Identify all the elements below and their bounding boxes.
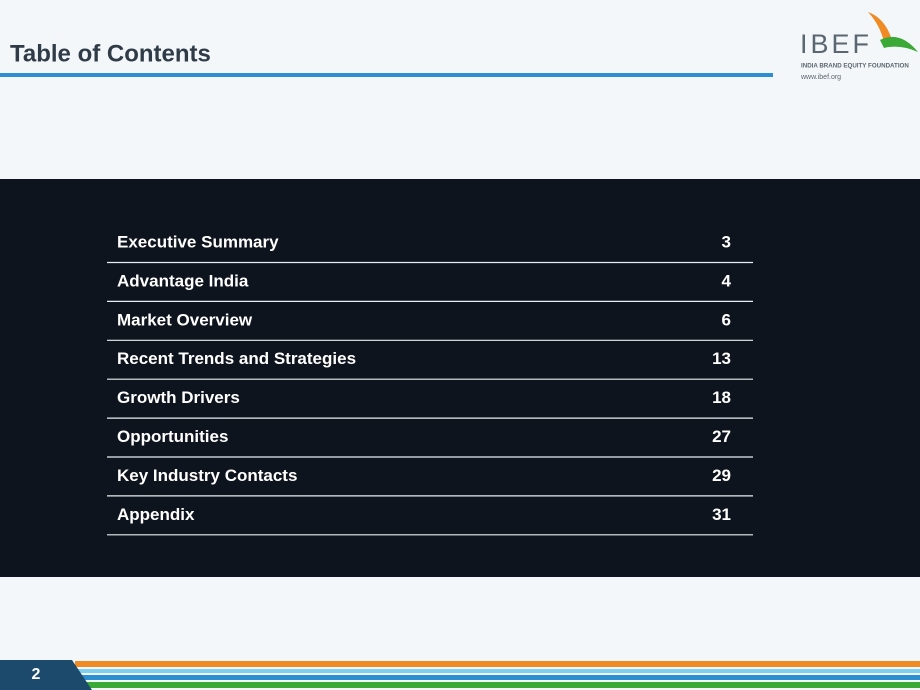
toc-label: Market Overview bbox=[117, 310, 253, 329]
toc-label: Key Industry Contacts bbox=[117, 466, 297, 485]
logo-bird-orange bbox=[868, 12, 892, 42]
title-rule bbox=[0, 73, 773, 77]
logo-tagline: INDIA BRAND EQUITY FOUNDATION bbox=[801, 63, 909, 70]
toc-page: 13 bbox=[712, 349, 731, 368]
toc-page: 29 bbox=[712, 466, 731, 485]
toc-label: Growth Drivers bbox=[117, 388, 240, 407]
toc-page: 3 bbox=[722, 232, 731, 251]
footer: 2 bbox=[0, 660, 920, 690]
page-number: 2 bbox=[32, 666, 41, 683]
stripe-blue bbox=[75, 675, 920, 680]
stripe-green bbox=[75, 682, 920, 688]
toc-page: 18 bbox=[712, 388, 731, 407]
toc-label: Executive Summary bbox=[117, 232, 279, 251]
toc-page: 6 bbox=[722, 310, 731, 329]
toc-page: 31 bbox=[712, 505, 731, 524]
logo: IBEF INDIA BRAND EQUITY FOUNDATION www.i… bbox=[800, 12, 918, 81]
toc-page: 27 bbox=[712, 427, 731, 446]
logo-url: www.ibef.org bbox=[800, 74, 841, 81]
title: Table of Contents bbox=[10, 40, 211, 67]
toc-panel bbox=[0, 179, 920, 577]
toc-page: 4 bbox=[722, 271, 732, 290]
stripe-light-blue bbox=[75, 669, 920, 673]
toc-label: Appendix bbox=[117, 505, 195, 524]
page-number-tab bbox=[0, 660, 92, 690]
logo-bird-green bbox=[880, 36, 918, 52]
toc-label: Opportunities bbox=[117, 427, 228, 446]
toc-label: Recent Trends and Strategies bbox=[117, 349, 356, 368]
toc-label: Advantage India bbox=[117, 271, 249, 290]
logo-name: IBEF bbox=[800, 29, 872, 59]
toc-list: Executive Summary 3 Advantage India 4 Market… bbox=[107, 232, 753, 536]
stripe-orange bbox=[75, 661, 920, 667]
